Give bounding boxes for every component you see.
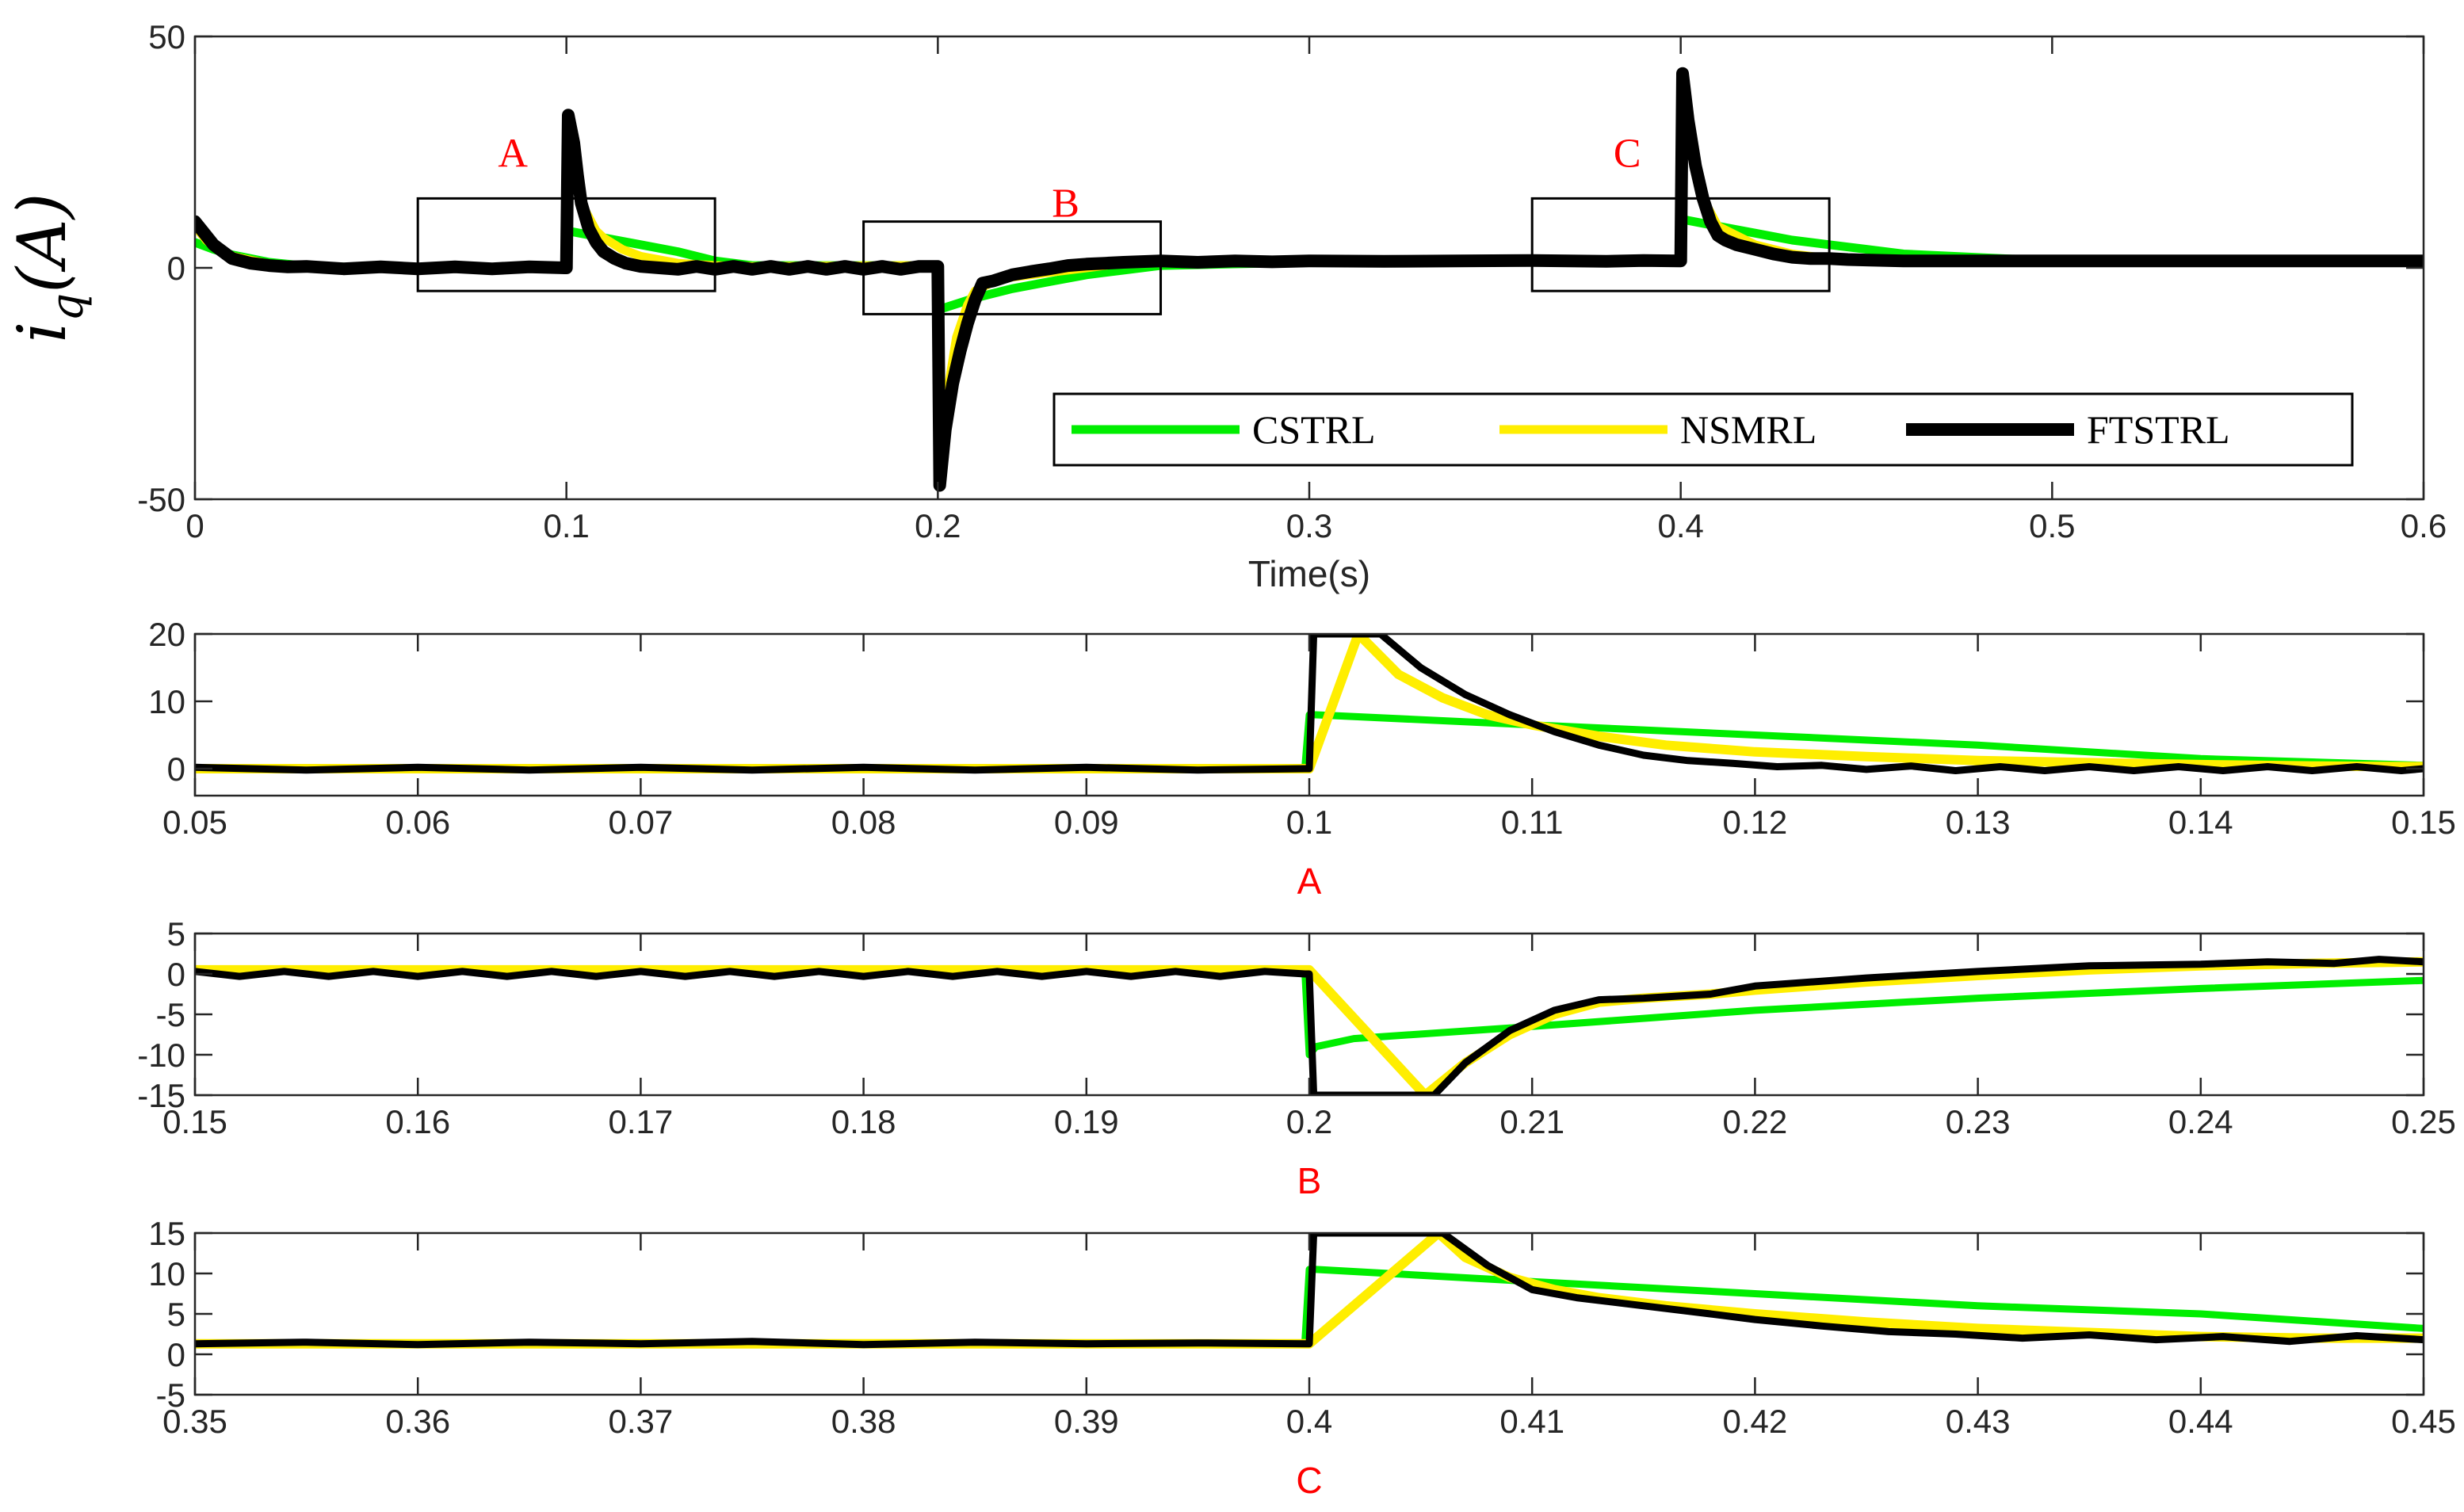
x-tick-label: 0 — [185, 507, 204, 544]
y-tick-label: -50 — [137, 481, 185, 518]
x-tick-label: 0.07 — [609, 804, 674, 841]
x-tick-label: 0.11 — [1501, 804, 1564, 841]
x-tick-label: 0.15 — [162, 1103, 227, 1140]
subplot-caption: B — [1297, 1160, 1322, 1201]
subplot-caption: A — [1297, 861, 1322, 902]
zoom-c-plot: 0.35 0.36 0.37 0.38 0.39 0.4 0.41 0.42 0.43 0.44 0… — [148, 1215, 2456, 1501]
y-tick-label: 5 — [167, 1296, 185, 1333]
y-tick-label: 50 — [148, 18, 185, 55]
x-tick-label: 0.16 — [385, 1103, 450, 1140]
x-tick-label: 0.4 — [1286, 1403, 1332, 1440]
series-line-ftstrl — [195, 1233, 2424, 1349]
y-axis-label-sub: q — [42, 293, 94, 322]
series-line-ftstrl — [195, 67, 2424, 492]
series-line-ftstrl — [195, 956, 2424, 1095]
y-tick-label: -10 — [137, 1037, 185, 1074]
x-tick-label: 0.45 — [2391, 1403, 2456, 1440]
x-tick-label: 0.36 — [385, 1403, 450, 1440]
x-tick-label: 0.1 — [1286, 804, 1332, 841]
y-tick-label: 15 — [148, 1215, 185, 1252]
y-tick-label: 0 — [167, 956, 185, 993]
x-tick-label: 0.35 — [162, 1403, 227, 1440]
x-tick-label: 0.05 — [162, 804, 227, 841]
legend-box — [1052, 392, 2354, 467]
x-tick-label: 0.08 — [831, 804, 896, 841]
x-tick-label: 0.38 — [831, 1403, 896, 1440]
y-axis-label: iq(A) — [3, 193, 94, 343]
series-group — [195, 67, 2424, 492]
x-tick-label: 0.44 — [2168, 1403, 2233, 1440]
subplot-caption: C — [1296, 1460, 1322, 1501]
series-line-cstrl — [195, 966, 2424, 1059]
x-tick-label: 0.2 — [1286, 1103, 1332, 1140]
y-tick-label: 20 — [148, 616, 185, 653]
x-tick-label: 0.17 — [609, 1103, 674, 1140]
x-axis-label: Time(s) — [1248, 553, 1370, 594]
legend-label-ftstrl: FTSTRL — [2087, 407, 2230, 452]
zoom-box-b — [862, 220, 1163, 315]
x-tick-label: 0.21 — [1499, 1103, 1564, 1140]
zoom-box-label: C — [1614, 131, 1641, 176]
x-tick-label: 0.24 — [2168, 1103, 2233, 1140]
x-tick-label: 0.42 — [1723, 1403, 1788, 1440]
series-group — [195, 956, 2424, 1095]
series-line-ftstrl — [195, 634, 2424, 774]
x-tick-label: 0.13 — [1946, 804, 2011, 841]
series-line-nsmrl — [195, 634, 2424, 773]
y-tick-label: 10 — [148, 683, 185, 720]
x-tick-label: 0.15 — [2391, 804, 2456, 841]
y-tick-label: 0 — [167, 250, 185, 287]
x-tick-label: 0.41 — [1499, 1403, 1564, 1440]
y-tick-label: -5 — [156, 1376, 185, 1414]
x-tick-label: 0.23 — [1946, 1103, 2011, 1140]
legend-label-cstrl: CSTRL — [1252, 407, 1376, 452]
x-tick-label: 0.2 — [915, 507, 961, 544]
x-tick-label: 0.5 — [2029, 507, 2075, 544]
legend-label-nsmrl: NSMRL — [1680, 407, 1816, 452]
y-axis-label-base: i — [3, 322, 81, 343]
x-tick-label: 0.43 — [1946, 1403, 2011, 1440]
x-tick-label: 0.37 — [609, 1403, 674, 1440]
y-tick-label: -15 — [137, 1077, 185, 1114]
x-tick-label: 0.3 — [1286, 507, 1332, 544]
zoom-box-label: A — [498, 131, 528, 176]
x-tick-label: 0.22 — [1723, 1103, 1788, 1140]
zoom-box-c — [1530, 197, 1831, 292]
series-group — [195, 1233, 2424, 1349]
zoom-box-a — [416, 197, 716, 292]
x-tick-label: 0.09 — [1054, 804, 1119, 841]
x-tick-label: 0.19 — [1054, 1103, 1119, 1140]
series-group — [195, 634, 2424, 774]
x-tick-label: 0.25 — [2391, 1103, 2456, 1140]
y-axis-label-unit: (A) — [3, 193, 81, 293]
x-tick-label: 0.39 — [1054, 1403, 1119, 1440]
x-tick-label: 0.14 — [2168, 804, 2233, 841]
y-tick-label: -5 — [156, 996, 185, 1033]
y-tick-label: 5 — [167, 915, 185, 953]
zoom-a-plot: 0.05 0.06 0.07 0.08 0.09 0.1 0.11 0.12 0.13 0.14 0… — [148, 616, 2456, 902]
x-tick-label: 0.12 — [1723, 804, 1788, 841]
x-tick-label: 0.6 — [2401, 507, 2447, 544]
zoom-b-plot: 0.15 0.16 0.17 0.18 0.19 0.2 0.21 0.22 0.23 0.24 0… — [137, 915, 2456, 1201]
x-tick-label: 0.4 — [1657, 507, 1703, 544]
zoom-box-label: B — [1052, 181, 1079, 227]
x-tick-label: 0.1 — [543, 507, 589, 544]
x-tick-label: 0.06 — [385, 804, 450, 841]
x-tick-label: 0.18 — [831, 1103, 896, 1140]
y-tick-label: 10 — [148, 1255, 185, 1292]
y-tick-label: 0 — [167, 1336, 185, 1373]
y-tick-label: 0 — [167, 750, 185, 788]
